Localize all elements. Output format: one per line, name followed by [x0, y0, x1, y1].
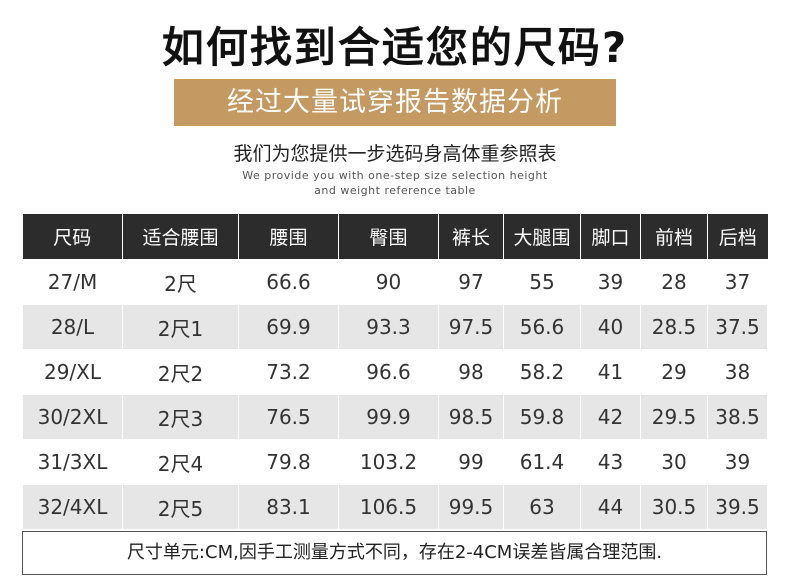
- cell-front-rise: 29: [640, 349, 708, 395]
- cell-hip: 103.2: [338, 439, 439, 485]
- cell-waist: 83.1: [238, 484, 339, 530]
- cell-size: 27/M: [22, 259, 123, 305]
- cell-length: 98.5: [438, 394, 504, 440]
- cell-fit-waist: 2尺2: [122, 349, 239, 395]
- cell-size: 31/3XL: [22, 439, 123, 485]
- cell-back-rise: 38.5: [707, 394, 768, 440]
- table-row: 28/L 2尺1 69.9 93.3 97.5 56.6 40 28.5 37.…: [22, 304, 768, 350]
- cell-waist: 79.8: [238, 439, 339, 485]
- header-thigh: 大腿围: [503, 214, 581, 260]
- cell-length: 98: [438, 349, 504, 395]
- cell-leg-opening: 43: [580, 439, 641, 485]
- table-row: 30/2XL 2尺3 76.5 99.9 98.5 59.8 42 29.5 3…: [22, 394, 768, 440]
- cell-back-rise: 39: [707, 439, 768, 485]
- measurement-note-box: 尺寸单元:CM,因手工测量方式不同，存在2-4CM误差皆属合理范围.: [22, 531, 767, 575]
- cell-fit-waist: 2尺3: [122, 394, 239, 440]
- cell-thigh: 55: [503, 259, 581, 305]
- cell-front-rise: 29.5: [640, 394, 708, 440]
- table-header-row: 尺码 适合腰围 腰围 臀围 裤长 大腿围 脚口 前档 后档: [22, 214, 768, 260]
- cell-back-rise: 39.5: [707, 484, 768, 530]
- cell-front-rise: 28.5: [640, 304, 708, 350]
- cell-hip: 106.5: [338, 484, 439, 530]
- cell-hip: 96.6: [338, 349, 439, 395]
- cell-waist: 76.5: [238, 394, 339, 440]
- subtitle-english-line1: We provide you with one-step size select…: [242, 169, 548, 182]
- subtitle-chinese: 我们为您提供一步选码身高体重参照表: [233, 143, 557, 165]
- header-front-rise: 前档: [640, 214, 708, 260]
- subtitle-english-line2: and weight reference table: [314, 184, 476, 197]
- cell-hip: 90: [338, 259, 439, 305]
- size-chart-table: 尺码 适合腰围 腰围 臀围 裤长 大腿围 脚口 前档 后档 27/M 2尺 66…: [22, 214, 768, 530]
- analysis-banner: 经过大量试穿报告数据分析: [174, 79, 616, 126]
- subtitle-english: We provide you with one-step size select…: [0, 168, 790, 198]
- header-hip: 臀围: [338, 214, 439, 260]
- header-size: 尺码: [22, 214, 123, 260]
- cell-leg-opening: 39: [580, 259, 641, 305]
- cell-fit-waist: 2尺1: [122, 304, 239, 350]
- cell-length: 99: [438, 439, 504, 485]
- cell-size: 30/2XL: [22, 394, 123, 440]
- header-fit-waist: 适合腰围: [122, 214, 239, 260]
- table-row: 31/3XL 2尺4 79.8 103.2 99 61.4 43 30 39: [22, 439, 768, 485]
- cell-back-rise: 38: [707, 349, 768, 395]
- cell-fit-waist: 2尺5: [122, 484, 239, 530]
- table-row: 32/4XL 2尺5 83.1 106.5 99.5 63 44 30.5 39…: [22, 484, 768, 530]
- cell-size: 32/4XL: [22, 484, 123, 530]
- page-title: 如何找到合适您的尺码?: [161, 23, 629, 72]
- cell-front-rise: 28: [640, 259, 708, 305]
- header-leg-opening: 脚口: [580, 214, 641, 260]
- cell-hip: 99.9: [338, 394, 439, 440]
- table-row: 27/M 2尺 66.6 90 97 55 39 28 37: [22, 259, 768, 305]
- cell-size: 29/XL: [22, 349, 123, 395]
- cell-leg-opening: 44: [580, 484, 641, 530]
- cell-waist: 73.2: [238, 349, 339, 395]
- cell-size: 28/L: [22, 304, 123, 350]
- cell-leg-opening: 40: [580, 304, 641, 350]
- cell-thigh: 59.8: [503, 394, 581, 440]
- header-back-rise: 后档: [707, 214, 768, 260]
- cell-front-rise: 30.5: [640, 484, 708, 530]
- cell-fit-waist: 2尺: [122, 259, 239, 305]
- cell-front-rise: 30: [640, 439, 708, 485]
- cell-back-rise: 37: [707, 259, 768, 305]
- measurement-note: 尺寸单元:CM,因手工测量方式不同，存在2-4CM误差皆属合理范围.: [126, 542, 663, 563]
- cell-back-rise: 37.5: [707, 304, 768, 350]
- header-length: 裤长: [438, 214, 504, 260]
- cell-length: 97: [438, 259, 504, 305]
- cell-length: 99.5: [438, 484, 504, 530]
- cell-thigh: 56.6: [503, 304, 581, 350]
- cell-thigh: 63: [503, 484, 581, 530]
- cell-thigh: 61.4: [503, 439, 581, 485]
- cell-leg-opening: 42: [580, 394, 641, 440]
- cell-thigh: 58.2: [503, 349, 581, 395]
- table-row: 29/XL 2尺2 73.2 96.6 98 58.2 41 29 38: [22, 349, 768, 395]
- cell-length: 97.5: [438, 304, 504, 350]
- cell-fit-waist: 2尺4: [122, 439, 239, 485]
- cell-waist: 69.9: [238, 304, 339, 350]
- header-waist: 腰围: [238, 214, 339, 260]
- cell-leg-opening: 41: [580, 349, 641, 395]
- cell-waist: 66.6: [238, 259, 339, 305]
- cell-hip: 93.3: [338, 304, 439, 350]
